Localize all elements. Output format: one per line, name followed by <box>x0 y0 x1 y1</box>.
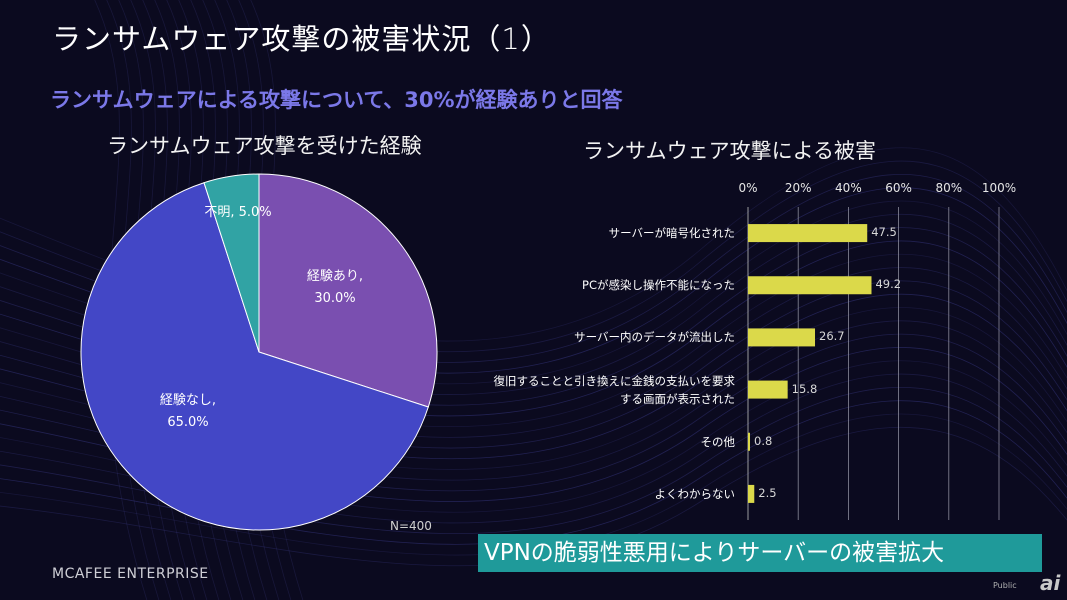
x-tick-label: 80% <box>935 181 963 195</box>
wave-line <box>0 426 1067 567</box>
pie-slice-name: 経験なし, <box>159 393 217 408</box>
ai-logo: ai <box>1040 571 1061 595</box>
pie-slice-1 <box>80 182 429 531</box>
pie-slice-value: 65.0% <box>167 415 209 430</box>
x-tick-label: 0% <box>738 181 758 195</box>
x-tick-label: 60% <box>885 181 912 195</box>
category-label-line: その他 <box>700 434 736 449</box>
pie-slice-label-not-experienced: 経験なし, 65.0% <box>150 390 226 434</box>
pie-chart-title: ランサムウェア攻撃を受けた経験 <box>107 134 422 158</box>
bar <box>748 380 788 399</box>
bar <box>748 484 755 503</box>
slide-title: ランサムウェア攻撃の被害状況（1） <box>52 22 551 56</box>
pie-slice-name: 経験あり, <box>306 269 364 284</box>
category-label: PCが感染し操作不能になった <box>475 276 735 294</box>
wave-line <box>0 413 1067 556</box>
bar <box>748 224 868 243</box>
brand-footer: MCAFEE ENTERPRISE <box>52 566 209 582</box>
bar-value-label: 2.5 <box>758 485 777 500</box>
pie-slice-name: 不明, 5.0% <box>204 205 272 220</box>
category-label-line: 復旧することと引き換えに金銭の支払いを要求 <box>493 373 736 388</box>
bar-value-label: 0.8 <box>754 433 773 448</box>
bar <box>748 328 816 347</box>
x-tick-label: 40% <box>835 181 862 195</box>
bar-chart-title: ランサムウェア攻撃による被害 <box>583 139 876 163</box>
category-label: よくわからない <box>475 485 736 503</box>
x-tick-label: 100% <box>981 181 1017 195</box>
pie-slice-value: 30.0% <box>314 291 356 306</box>
bar-value-label: 15.8 <box>791 381 818 396</box>
category-label: 復旧することと引き換えに金銭の支払いを要求する画面が表示された <box>475 372 736 408</box>
category-label: サーバー内のデータが流出した <box>475 328 735 346</box>
category-label-line: よくわからない <box>654 486 736 501</box>
category-label-line: PCが感染し操作不能になった <box>582 278 735 293</box>
highlight-banner: VPNの脆弱性悪用によりサーバーの被害拡大 <box>478 534 1042 572</box>
bar-value-label: 49.2 <box>875 277 902 292</box>
pie-slice-label-experienced: 経験あり, 30.0% <box>300 266 370 310</box>
pie-slice-2 <box>203 173 260 353</box>
bar <box>748 432 751 451</box>
bar-value-label: 47.5 <box>871 225 897 240</box>
slide-subtitle: ランサムウェアによる攻撃について、30%が経験ありと回答 <box>50 88 623 112</box>
bar-value-label: 26.7 <box>819 329 845 344</box>
pie-slice-label-unknown: 不明, 5.0% <box>196 202 280 224</box>
category-label-line: する画面が表示された <box>620 391 735 406</box>
x-tick-label: 20% <box>784 181 812 195</box>
category-label: サーバーが暗号化された <box>475 224 735 242</box>
pie-slice-0 <box>258 173 438 408</box>
category-label-line: サーバーが暗号化された <box>608 226 735 241</box>
category-label: その他 <box>475 433 736 451</box>
category-label-line: サーバー内のデータが流出した <box>574 330 735 345</box>
wave-line <box>94 0 148 600</box>
public-label: Public <box>993 581 1017 590</box>
bar <box>748 276 872 295</box>
sample-size-note: N=400 <box>390 519 432 533</box>
